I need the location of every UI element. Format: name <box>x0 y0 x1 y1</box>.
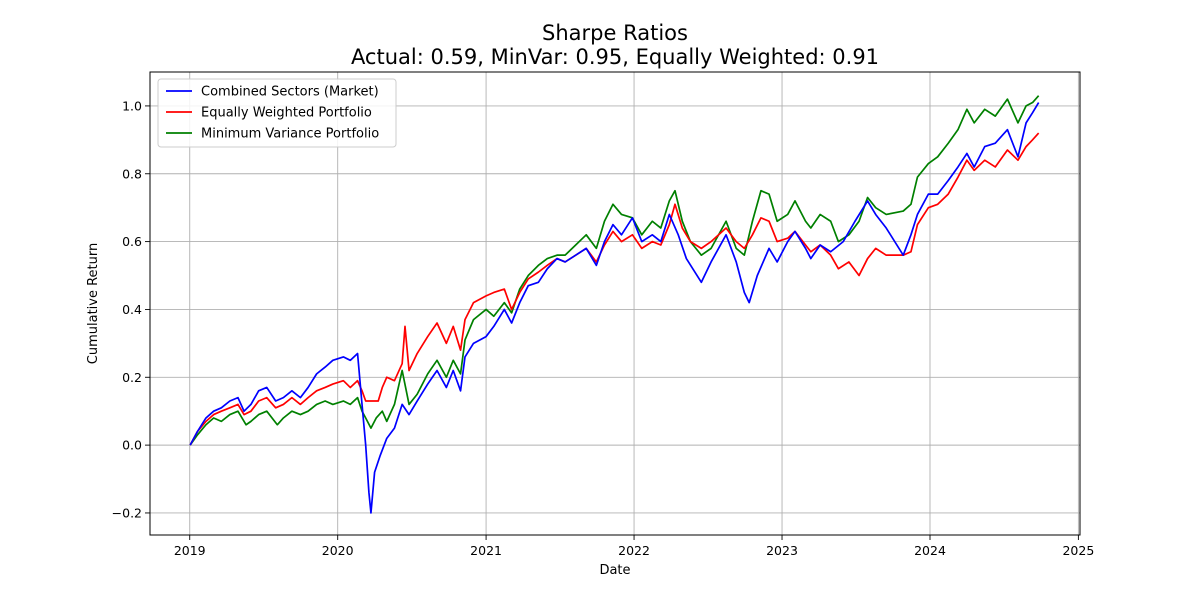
legend-label-min-variance: Minimum Variance Portfolio <box>201 127 379 142</box>
y-tick-label: 0.2 <box>122 370 142 385</box>
x-tick-label: 2024 <box>914 543 946 558</box>
chart-subtitle: Actual: 0.59, MinVar: 0.95, Equally Weig… <box>351 45 879 69</box>
y-axis-label: Cumulative Return <box>86 243 101 364</box>
chart-title: Sharpe Ratios <box>542 21 688 45</box>
x-axis: 2019 2020 2021 2022 2023 2024 2025 <box>174 535 1094 558</box>
x-tick-label: 2020 <box>322 543 354 558</box>
x-tick-label: 2019 <box>174 543 206 558</box>
y-axis: −0.2 0.0 0.2 0.4 0.6 0.8 1.0 <box>112 98 150 520</box>
y-tick-label: 1.0 <box>122 98 142 113</box>
x-tick-label: 2025 <box>1062 543 1094 558</box>
y-tick-label: 0.4 <box>122 302 142 317</box>
grid <box>150 72 1080 535</box>
legend: Combined Sectors (Market) Equally Weight… <box>157 78 397 148</box>
x-tick-label: 2023 <box>766 543 798 558</box>
series-line-market <box>189 102 1040 514</box>
y-tick-label: 0.8 <box>122 166 142 181</box>
y-tick-label: 0.6 <box>122 234 142 249</box>
plot-area <box>189 95 1040 514</box>
x-tick-label: 2022 <box>618 543 650 558</box>
y-tick-label: −0.2 <box>112 505 142 520</box>
y-tick-label: 0.0 <box>122 438 142 453</box>
series-lines <box>189 95 1040 514</box>
series-line-min-variance <box>189 95 1040 446</box>
x-axis-label: Date <box>599 563 630 578</box>
legend-label-equal-weight: Equally Weighted Portfolio <box>201 106 372 121</box>
legend-box <box>157 78 397 148</box>
legend-label-market: Combined Sectors (Market) <box>201 85 379 100</box>
x-tick-label: 2021 <box>470 543 502 558</box>
plot-frame <box>149 71 1081 536</box>
